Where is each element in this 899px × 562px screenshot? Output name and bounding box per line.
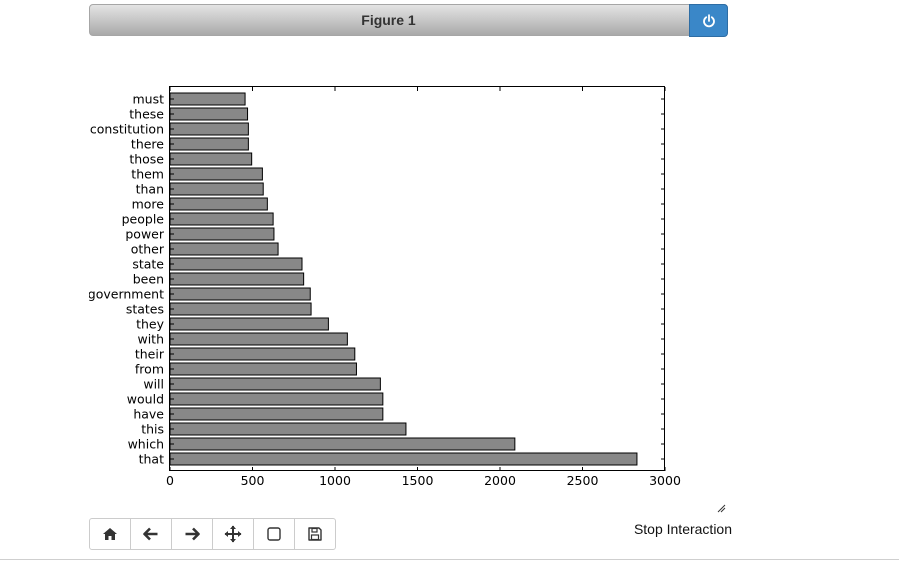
back-button[interactable] — [130, 518, 172, 550]
bar-people — [169, 212, 274, 226]
bar-will — [169, 377, 381, 391]
save-button[interactable] — [294, 518, 336, 550]
y-tick-label: been — [133, 272, 164, 287]
home-icon — [103, 528, 117, 540]
y-tick-label: will — [143, 377, 164, 392]
y-tick-label: have — [133, 407, 164, 422]
y-tick-label: those — [129, 152, 164, 167]
close-figure-button[interactable] — [689, 4, 728, 37]
bar-constitution — [169, 122, 249, 136]
arrow-left-icon — [143, 527, 158, 541]
floppy-icon — [308, 527, 322, 541]
y-tick-label: power — [125, 227, 164, 242]
y-tick-label: that — [139, 452, 164, 467]
zoom-button[interactable] — [253, 518, 295, 550]
x-tick-label: 3000 — [649, 473, 681, 488]
bar-states — [169, 302, 312, 316]
y-tick-label: them — [131, 167, 164, 182]
bar-chart[interactable]: thatwhichthishavewouldwillfromtheirwitht… — [0, 0, 899, 500]
arrow-right-icon — [185, 527, 200, 541]
bar-other — [169, 242, 279, 256]
square-icon — [267, 527, 281, 541]
bar-these — [169, 107, 249, 121]
resize-handle-icon[interactable] — [716, 503, 726, 513]
bar-from — [169, 362, 357, 376]
bar-that — [169, 452, 638, 466]
bar-than — [169, 182, 264, 196]
bar-which — [169, 437, 516, 451]
x-tick-label: 2500 — [567, 473, 599, 488]
y-tick-label: states — [126, 302, 164, 317]
bar-government — [169, 287, 311, 301]
bar-with — [169, 332, 348, 346]
y-tick-label: with — [137, 332, 164, 347]
bar-have — [169, 407, 384, 421]
bar-must — [169, 92, 246, 106]
home-button[interactable] — [89, 518, 131, 550]
plot-frame — [169, 86, 665, 471]
y-tick-label: would — [127, 392, 164, 407]
bar-them — [169, 167, 263, 181]
y-tick-label: they — [136, 317, 165, 332]
y-tick-label: government — [88, 287, 164, 302]
x-tick-label: 1500 — [402, 473, 434, 488]
y-tick-label: than — [136, 182, 164, 197]
bar-been — [169, 272, 305, 286]
y-tick-label: there — [131, 137, 164, 152]
bar-they — [169, 317, 329, 331]
bar-more — [169, 197, 268, 211]
y-tick-label: constitution — [90, 122, 164, 137]
y-tick-label: people — [122, 212, 165, 227]
move-icon — [224, 525, 242, 543]
y-tick-label: these — [129, 107, 164, 122]
x-tick-label: 1000 — [319, 473, 351, 488]
output-divider — [0, 559, 899, 560]
figure-titlebar: Figure 1 — [89, 4, 728, 37]
y-tick-label: state — [132, 257, 164, 272]
bar-their — [169, 347, 356, 361]
figure-toolbar — [89, 518, 336, 550]
power-icon — [703, 14, 715, 28]
y-tick-label: which — [128, 437, 164, 452]
y-tick-label: this — [141, 422, 164, 437]
x-tick-label: 0 — [166, 473, 174, 488]
bar-would — [169, 392, 384, 406]
bar-state — [169, 257, 303, 271]
y-tick-label: more — [132, 197, 165, 212]
figure-title: Figure 1 — [361, 12, 416, 28]
y-tick-label: from — [135, 362, 164, 377]
y-tick-label: their — [135, 347, 165, 362]
x-tick-label: 2000 — [484, 473, 516, 488]
bar-those — [169, 152, 253, 166]
stop-interaction-button[interactable]: Stop Interaction — [633, 521, 732, 537]
forward-button[interactable] — [171, 518, 213, 550]
x-tick-label: 500 — [241, 473, 265, 488]
y-tick-label: must — [132, 92, 164, 107]
pan-button[interactable] — [212, 518, 254, 550]
y-tick-label: other — [131, 242, 165, 257]
bar-this — [169, 422, 407, 436]
bar-power — [169, 227, 275, 241]
bar-there — [169, 137, 249, 151]
